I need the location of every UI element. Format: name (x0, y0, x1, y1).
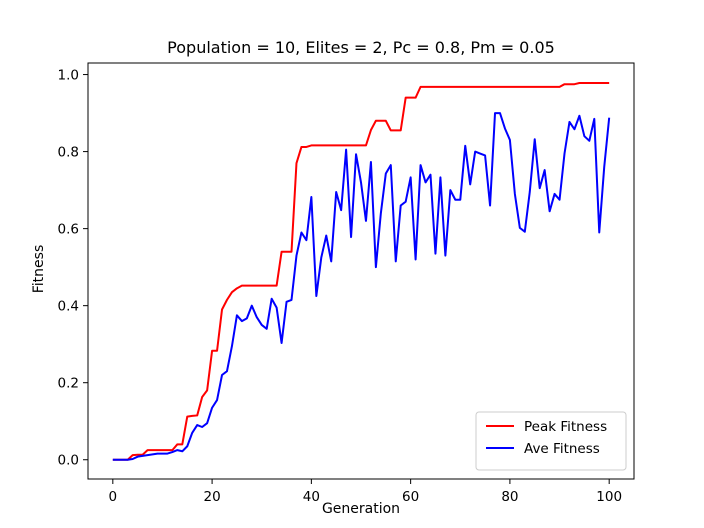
plot-frame (87, 62, 635, 480)
y-tick-label: 1.0 (58, 68, 79, 84)
x-tick-label: 0 (109, 489, 118, 505)
x-tick-label: 20 (203, 489, 220, 505)
x-tick-label: 40 (303, 489, 320, 505)
y-tick-label: 0.2 (58, 376, 79, 392)
plot-area (112, 82, 611, 461)
chart-title: Population = 10, Elites = 2, Pc = 0.8, P… (167, 38, 555, 57)
legend-label-peak-fitness: Peak Fitness (524, 419, 607, 435)
y-tick-label: 0.8 (58, 145, 79, 161)
y-tick-label: 0.4 (58, 299, 79, 315)
x-tick-label: 80 (501, 489, 518, 505)
x-tick-label: 100 (596, 489, 622, 505)
y-tick-label: 0.0 (58, 453, 79, 469)
x-tick-label: 60 (402, 489, 419, 505)
legend-label-ave-fitness: Ave Fitness (524, 441, 600, 457)
y-axis-label: Fitness (31, 245, 47, 294)
series-line-peak-fitness (112, 82, 610, 461)
series-line-ave-fitness (112, 112, 611, 461)
y-tick-label: 0.6 (58, 222, 79, 238)
x-axis-label: Generation (322, 501, 400, 517)
legend: Peak Fitness Ave Fitness (475, 411, 627, 471)
axis-ticks: 0 20 40 60 80 100 0.0 0.2 0.4 0.6 0.8 1.0 (58, 68, 623, 505)
